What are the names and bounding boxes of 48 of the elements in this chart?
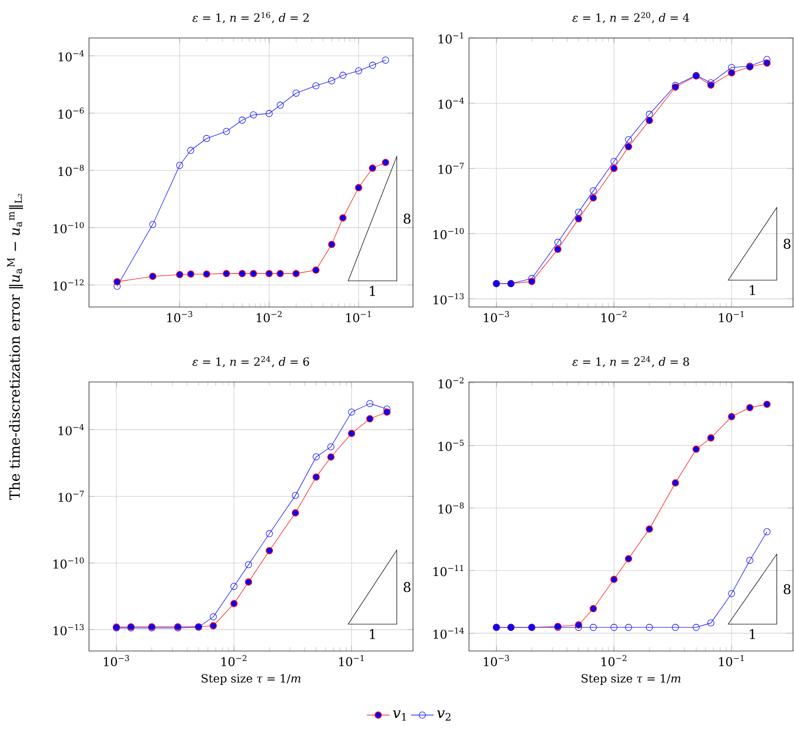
annotation: 1 [750, 285, 755, 296]
x-axis-title: Step size τ = 1/m [202, 674, 300, 685]
y-tick-label: 10$^{−8}$ [58, 164, 84, 176]
y-tick-label: 10$^{−10}$ [54, 222, 84, 234]
y-tick-label: 10$^{−4}$ [58, 50, 84, 62]
x-tick-label: 10$^{−2}$ [602, 655, 626, 666]
x-tick-label: 10$^{−1}$ [719, 311, 744, 322]
x-tick-label: 10$^{−3}$ [484, 311, 509, 322]
annotation: 8 [784, 238, 790, 249]
y-tick-label: 10$^{−2}$ [438, 377, 464, 388]
y-tick-label: 10$^{−4}$ [438, 98, 464, 109]
y-tick-label: 10$^{−5}$ [438, 440, 464, 451]
y-tick-label: 10$^{−8}$ [438, 502, 464, 514]
y-tick-label: 10$^{−1}$ [438, 32, 464, 44]
x-axis-title: Step size τ = 1/m [582, 674, 680, 685]
chart-title: ε = 1, n = 2$^{16}$, d = 2 [192, 12, 309, 24]
annotation: 8 [404, 582, 410, 592]
annotation: 1 [370, 629, 375, 640]
annotation: 8 [404, 214, 410, 224]
x-tick-label: 10$^{−1}$ [339, 655, 364, 666]
x-tick-label: 10$^{−3}$ [484, 655, 509, 666]
y-tick-label: 10$^{−14}$ [434, 628, 464, 639]
chart-title: ε = 1, n = 2$^{24}$, d = 8 [572, 356, 689, 368]
annotation: 1 [370, 286, 375, 296]
y-tick-label: 10$^{−7}$ [58, 490, 84, 502]
y-tick-label: 10$^{−11}$ [434, 565, 464, 576]
y-tick-label: 10$^{−13}$ [434, 293, 464, 304]
x-tick-label: 10$^{−3}$ [104, 655, 129, 666]
y-tick-label: 10$^{−6}$ [58, 108, 84, 119]
x-tick-label: 10$^{−3}$ [167, 311, 192, 322]
y-tick-label: 10$^{−13}$ [54, 624, 84, 636]
x-tick-label: 10$^{−1}$ [719, 655, 744, 666]
y-tick-label: 10$^{−10}$ [54, 557, 84, 569]
annotation: 8 [784, 584, 790, 594]
x-tick-label: 10$^{−1}$ [346, 311, 371, 322]
y-tick-label: 10$^{−4}$ [58, 424, 84, 436]
y-tick-label: 10$^{−12}$ [54, 279, 84, 291]
chart-title: ε = 1, n = 2$^{20}$, d = 4 [572, 12, 690, 24]
x-tick-label: 10$^{−2}$ [256, 311, 282, 322]
y-tick-label: 10$^{−7}$ [438, 162, 464, 174]
y-tick-label: 10$^{−10}$ [434, 228, 464, 240]
legend-label: v$_{2}$ [437, 710, 450, 721]
legend-label: v$_{1}$ [393, 710, 406, 721]
text: The time-discretization error ‖u$_{a}$$^{M}$ − u$_{a}$$^{m}$‖$_{L₂}$ [7, 194, 24, 500]
x-tick-label: 10$^{−2}$ [602, 311, 626, 322]
chart-title: ε = 1, n = 2$^{24}$, d = 6 [192, 356, 310, 368]
annotation: 1 [750, 629, 755, 640]
x-tick-label: 10$^{−2}$ [222, 655, 246, 666]
